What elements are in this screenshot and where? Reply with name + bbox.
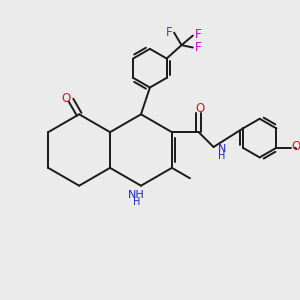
Text: O: O	[291, 140, 300, 153]
Text: F: F	[165, 26, 172, 39]
Text: NH: NH	[128, 190, 145, 200]
Text: O: O	[61, 92, 70, 105]
Text: H: H	[218, 151, 226, 161]
Text: O: O	[196, 102, 205, 115]
Text: F: F	[195, 41, 202, 54]
Text: N: N	[218, 143, 226, 154]
Text: H: H	[133, 197, 140, 207]
Text: F: F	[195, 28, 202, 40]
